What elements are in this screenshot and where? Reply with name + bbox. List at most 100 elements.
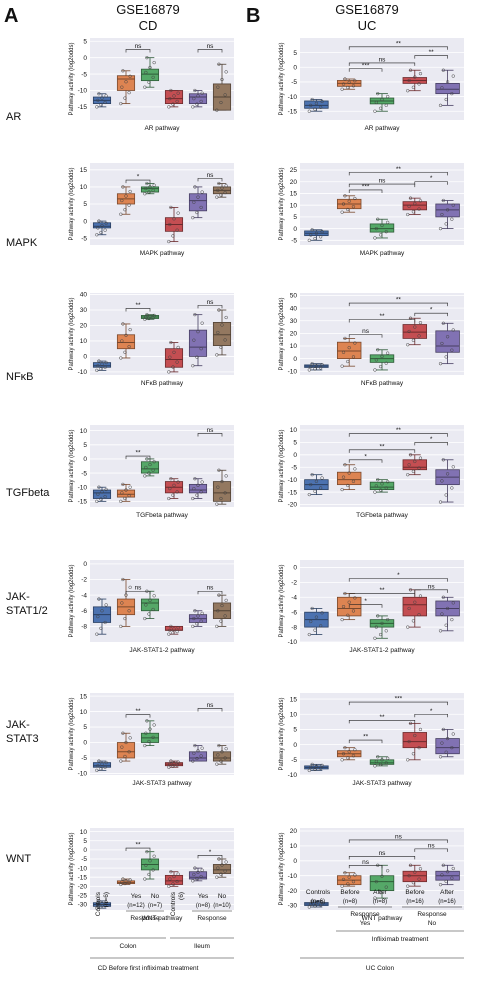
- sample-point: [407, 204, 411, 208]
- sample-point: [96, 764, 100, 768]
- y-tick-label: 0: [293, 226, 297, 233]
- panel-b-no-label: No: [428, 920, 437, 927]
- sample-point: [223, 491, 227, 495]
- x-axis-label: TGFbeta pathway: [356, 512, 408, 519]
- sample-point: [215, 875, 219, 879]
- y-tick-label: -6: [291, 609, 297, 616]
- sample-point: [215, 108, 219, 112]
- iqr-box: [92, 362, 112, 368]
- panel-b-footer: UC Colon: [366, 965, 395, 972]
- sample-point: [314, 901, 319, 905]
- sample-point: [120, 85, 124, 89]
- sample-point: [143, 877, 147, 881]
- sample-point: [373, 109, 377, 113]
- sample-point: [119, 101, 123, 106]
- sample-point: [148, 859, 152, 863]
- sample-point: [346, 756, 350, 760]
- sample-point: [172, 217, 176, 221]
- plot-background: [90, 293, 234, 375]
- box-blue: [92, 899, 112, 910]
- sample-point: [341, 350, 346, 354]
- sample-point: [147, 471, 151, 475]
- sample-point: [191, 216, 195, 220]
- sample-point: [196, 870, 200, 874]
- box-orange: [116, 185, 136, 216]
- significance-label: ns: [207, 702, 215, 709]
- x-axis-label: JAK-STAT3 pathway: [132, 780, 192, 787]
- box-red: [164, 88, 184, 109]
- iqr-box: [402, 732, 428, 749]
- sample-point: [441, 198, 445, 203]
- box-purple: [435, 863, 460, 887]
- y-axis-label: Pathway activity (log2odds): [279, 42, 285, 115]
- significance-bracket: ns: [348, 859, 383, 869]
- sample-point: [346, 483, 350, 488]
- y-axis-label: Pathway activity (log2odds): [69, 564, 75, 637]
- panel-a-footer: CD Before first infliximab treatment: [98, 965, 199, 972]
- bracket-line: [348, 183, 416, 188]
- sample-point: [123, 96, 127, 100]
- significance-label: *: [137, 174, 140, 181]
- sample-point: [172, 761, 176, 765]
- y-tick-label: 15: [80, 167, 88, 174]
- sample-point: [440, 873, 444, 877]
- significance-label: ns: [428, 842, 436, 849]
- significance-label: *: [430, 708, 433, 715]
- sample-point: [411, 619, 416, 623]
- sample-point: [310, 473, 314, 477]
- sample-point: [217, 857, 221, 861]
- panel-b-group-4-n: (n=16): [406, 899, 424, 905]
- sample-point: [121, 185, 125, 189]
- sample-point: [196, 483, 200, 487]
- sample-point: [343, 336, 347, 341]
- x-axis-label: NFκB pathway: [361, 380, 404, 387]
- box-green: [369, 91, 395, 113]
- bracket-line: [348, 856, 416, 860]
- panel-a-x-annotations: Controls (n=6) Yes (n=12) No (n=7) Respo…: [90, 891, 234, 972]
- sample-point: [219, 100, 223, 105]
- sample-point: [196, 195, 200, 199]
- sample-point: [451, 866, 455, 871]
- significance-bracket: ns: [197, 427, 223, 437]
- box-purple: [435, 198, 460, 231]
- plot-background: [300, 425, 464, 507]
- y-tick-label: 20: [290, 179, 298, 186]
- panel-b-x-annotations: Controls (n=6) Before (n=8) After (n=8) …: [300, 889, 464, 972]
- sample-point: [124, 194, 128, 198]
- box-red: [164, 205, 184, 244]
- box-red: [402, 196, 428, 217]
- significance-bracket: **: [414, 49, 448, 59]
- sample-point: [121, 482, 125, 487]
- sample-point: [353, 467, 357, 471]
- y-tick-label: -10: [288, 368, 298, 375]
- sample-point: [450, 217, 454, 221]
- box-brown: [212, 308, 232, 357]
- sample-point: [99, 626, 103, 630]
- significance-bracket: *: [348, 598, 383, 608]
- sample-point: [451, 328, 455, 332]
- sample-point: [104, 900, 108, 904]
- bracket-line: [197, 305, 223, 309]
- iqr-box: [140, 598, 160, 612]
- significance-bracket: **: [125, 450, 151, 460]
- sample-point: [407, 463, 411, 467]
- sample-point: [386, 480, 390, 484]
- row-label-jak-stat12: JAK-STAT1/2: [6, 591, 48, 617]
- sample-point: [103, 904, 107, 908]
- sample-point: [411, 881, 416, 885]
- sample-point: [220, 77, 224, 82]
- sample-point: [450, 746, 454, 750]
- y-tick-label: 20: [80, 323, 88, 330]
- sample-point: [351, 479, 356, 483]
- sample-point: [353, 341, 357, 345]
- box-red: [164, 340, 184, 374]
- sample-point: [386, 94, 390, 99]
- significance-bracket: **: [125, 842, 151, 852]
- sample-point: [319, 486, 323, 490]
- y-tick-label: 25: [290, 167, 298, 174]
- bracket-line: [348, 864, 383, 869]
- sample-point: [445, 335, 450, 339]
- sample-point: [200, 868, 204, 872]
